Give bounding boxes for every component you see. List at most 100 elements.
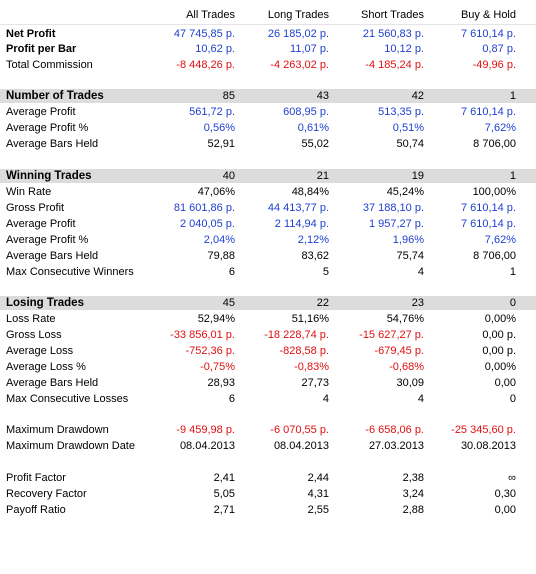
table-row[interactable]: Average Profit % 2,04% 2,12% 1,96% 7,62% <box>0 233 536 248</box>
cell-short-trades: 19 <box>411 170 424 182</box>
cell-buy-hold: 8 706,00 <box>473 250 516 262</box>
cell-long-trades: 11,07 p. <box>290 43 329 55</box>
cell-all-trades: 85 <box>222 90 235 102</box>
cell-long-trades: 55,02 <box>301 138 329 150</box>
table-row[interactable]: Max Consecutive Losses 6 4 4 0 <box>0 392 536 407</box>
cell-short-trades: 75,74 <box>396 250 424 262</box>
cell-all-trades: 2,71 <box>213 504 235 516</box>
cell-all-trades: 08.04.2013 <box>179 440 235 452</box>
row-label: Average Profit % <box>6 122 89 134</box>
cell-all-trades: 81 601,86 p. <box>173 202 235 214</box>
cell-all-trades: 561,72 p. <box>189 106 235 118</box>
cell-all-trades: 5,05 <box>213 488 235 500</box>
cell-short-trades: 4 <box>417 393 424 405</box>
row-label: Net Profit <box>6 28 56 40</box>
cell-buy-hold: ∞ <box>508 472 516 484</box>
cell-long-trades: 2 114,94 p. <box>274 218 329 230</box>
table-row[interactable]: Win Rate 47,06% 48,84% 45,24% 100,00% <box>0 185 536 200</box>
table-row[interactable]: Total Commission -8 448,26 p. -4 263,02 p.… <box>0 58 536 73</box>
section-header-row[interactable]: Number of Trades 85 43 42 1 <box>0 89 536 103</box>
table-row[interactable]: Average Profit 561,72 p. 608,95 p. 513,35 p… <box>0 105 536 120</box>
cell-all-trades: 6 <box>228 393 235 405</box>
column-header-buy-hold[interactable]: Buy & Hold <box>460 9 516 21</box>
cell-buy-hold: 1 <box>509 90 516 102</box>
cell-buy-hold: 7 610,14 p. <box>460 202 516 214</box>
row-label: Win Rate <box>6 186 52 198</box>
cell-short-trades: 513,35 p. <box>378 106 424 118</box>
column-header-all-trades[interactable]: All Trades <box>186 9 235 21</box>
cell-buy-hold: 7 610,14 p. <box>460 106 516 118</box>
cell-long-trades: 22 <box>316 297 329 309</box>
cell-all-trades: 0,56% <box>203 122 235 134</box>
section-header-row[interactable]: Losing Trades 45 22 23 0 <box>0 296 536 310</box>
cell-buy-hold: 100,00% <box>472 186 516 198</box>
table-row[interactable]: Average Bars Held 28,93 27,73 30,09 0,00 <box>0 376 536 391</box>
row-label: Number of Trades <box>6 90 104 102</box>
row-label: Maximum Drawdown Date <box>6 440 135 452</box>
cell-short-trades: 50,74 <box>396 138 424 150</box>
table-row[interactable]: Loss Rate 52,94% 51,16% 54,76% 0,00% <box>0 312 536 327</box>
table-row[interactable]: Average Profit 2 040,05 p. 2 114,94 p. 1 95… <box>0 217 536 232</box>
cell-long-trades: 83,62 <box>301 250 329 262</box>
table-row[interactable]: Payoff Ratio 2,71 2,55 2,88 0,00 <box>0 503 536 518</box>
cell-all-trades: 10,62 p. <box>195 43 235 55</box>
cell-long-trades: 2,55 <box>307 504 329 516</box>
table-row[interactable]: Maximum Drawdown -9 459,98 p. -6 070,55 p.… <box>0 423 536 438</box>
cell-short-trades: -0,68% <box>389 361 424 373</box>
cell-long-trades: -6 070,55 p. <box>270 424 329 436</box>
table-row[interactable]: Average Profit % 0,56% 0,61% 0,51% 7,62% <box>0 121 536 136</box>
cell-all-trades: 52,91 <box>207 138 235 150</box>
cell-long-trades: 08.04.2013 <box>273 440 329 452</box>
cell-buy-hold: 7,62% <box>484 122 516 134</box>
table-row[interactable]: Recovery Factor 5,05 4,31 3,24 0,30 <box>0 487 536 502</box>
row-label: Loss Rate <box>6 313 56 325</box>
table-row[interactable]: Average Bars Held 79,88 83,62 75,74 8 706,00 <box>0 249 536 264</box>
table-row[interactable]: Maximum Drawdown Date 08.04.2013 08.04.201… <box>0 439 536 454</box>
table-row[interactable]: Average Loss -752,36 p. -828,58 p. -679,45 … <box>0 344 536 359</box>
row-label: Maximum Drawdown <box>6 424 109 436</box>
table-row[interactable]: Profit Factor 2,41 2,44 2,38 ∞ <box>0 471 536 486</box>
table-row[interactable]: Max Consecutive Winners 6 5 4 1 <box>0 265 536 280</box>
cell-long-trades: 0,61% <box>297 122 329 134</box>
cell-long-trades: 608,95 p. <box>283 106 329 118</box>
table-row[interactable]: Gross Loss -33 856,01 p. -18 228,74 p. -15 … <box>0 328 536 343</box>
cell-short-trades: -679,45 p. <box>374 345 424 357</box>
table-row[interactable]: Net Profit 47 745,85 p. 26 185,02 p. 21 560… <box>0 27 536 42</box>
cell-all-trades: 47 745,85 p. <box>173 28 235 40</box>
cell-all-trades: 2 040,05 p. <box>179 218 235 230</box>
table-row[interactable]: Gross Profit 81 601,86 p. 44 413,77 p. 37 1… <box>0 201 536 216</box>
cell-short-trades: 2,88 <box>402 504 424 516</box>
row-label: Average Loss % <box>6 361 86 373</box>
cell-short-trades: 10,12 p. <box>384 43 424 55</box>
cell-short-trades: -6 658,06 p. <box>365 424 424 436</box>
cell-all-trades: -33 856,01 p. <box>170 329 235 341</box>
cell-buy-hold: -25 345,60 p. <box>451 424 516 436</box>
cell-long-trades: 21 <box>316 170 329 182</box>
cell-long-trades: -18 228,74 p. <box>264 329 329 341</box>
cell-short-trades: 23 <box>411 297 424 309</box>
cell-short-trades: 1,96% <box>392 234 424 246</box>
section-header-row[interactable]: Winning Trades 40 21 19 1 <box>0 169 536 183</box>
cell-long-trades: 5 <box>322 266 329 278</box>
column-header-row: All Trades Long Trades Short Trades Buy … <box>0 0 536 25</box>
row-label: Payoff Ratio <box>6 504 66 516</box>
cell-short-trades: 42 <box>411 90 424 102</box>
cell-buy-hold: 0,00 <box>494 504 516 516</box>
column-header-long-trades[interactable]: Long Trades <box>267 9 329 21</box>
row-label: Winning Trades <box>6 170 92 182</box>
row-label: Profit Factor <box>6 472 66 484</box>
cell-all-trades: 2,41 <box>213 472 235 484</box>
row-label: Average Bars Held <box>6 138 99 150</box>
row-label: Average Bars Held <box>6 250 99 262</box>
table-row[interactable]: Profit per Bar 10,62 p. 11,07 p. 10,12 p. 0,… <box>0 42 536 57</box>
column-header-short-trades[interactable]: Short Trades <box>361 9 424 21</box>
cell-long-trades: 27,73 <box>301 377 329 389</box>
row-label: Losing Trades <box>6 297 84 309</box>
row-label: Average Loss <box>6 345 74 357</box>
table-row[interactable]: Average Loss % -0,75% -0,83% -0,68% 0,00% <box>0 360 536 375</box>
table-row[interactable]: Average Bars Held 52,91 55,02 50,74 8 706,00 <box>0 137 536 152</box>
row-label: Average Profit <box>6 218 76 230</box>
cell-short-trades: 21 560,83 p. <box>362 28 424 40</box>
cell-short-trades: 4 <box>417 266 424 278</box>
cell-short-trades: 3,24 <box>402 488 424 500</box>
